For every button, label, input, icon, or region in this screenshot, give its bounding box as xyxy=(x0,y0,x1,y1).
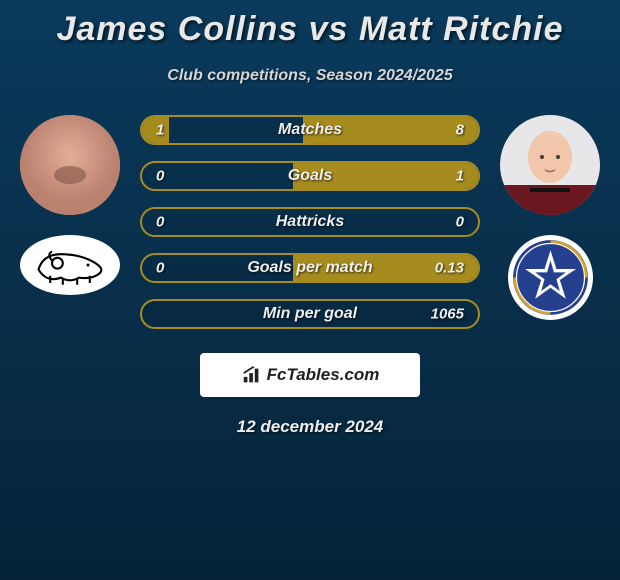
player-left-photo xyxy=(20,115,120,215)
player-left-side xyxy=(10,115,130,295)
stat-label: Goals per match xyxy=(247,259,372,277)
stats-bars: 1 Matches 8 0 Goals 1 0 Hattricks 0 0 Go… xyxy=(140,115,480,397)
player-left-photo-svg xyxy=(20,115,120,215)
club-right-logo xyxy=(508,235,593,320)
stat-value-right: 8 xyxy=(456,122,464,139)
comparison-panel: 1 Matches 8 0 Goals 1 0 Hattricks 0 0 Go… xyxy=(0,115,620,397)
stat-value-right: 0.13 xyxy=(435,260,464,277)
stat-value-left: 0 xyxy=(156,168,164,185)
brand-text: FcTables.com xyxy=(267,365,380,385)
stat-value-left: 0 xyxy=(156,260,164,277)
stat-row-min-per-goal: Min per goal 1065 xyxy=(140,299,480,329)
player-right-photo xyxy=(500,115,600,215)
stat-row-hattricks: 0 Hattricks 0 xyxy=(140,207,480,237)
stat-label: Min per goal xyxy=(263,305,357,323)
stat-label: Goals xyxy=(288,167,332,185)
stat-value-left: 1 xyxy=(156,122,164,139)
stat-value-right: 0 xyxy=(456,214,464,231)
player-right-photo-svg xyxy=(500,115,600,215)
stat-label: Matches xyxy=(278,121,342,139)
page-title: James Collins vs Matt Ritchie xyxy=(0,0,620,49)
stat-label: Hattricks xyxy=(276,213,344,231)
stat-value-left: 0 xyxy=(156,214,164,231)
subtitle: Club competitions, Season 2024/2025 xyxy=(0,67,620,85)
brand-box[interactable]: FcTables.com xyxy=(200,353,420,397)
portsmouth-icon xyxy=(508,235,593,320)
ram-icon xyxy=(25,238,115,292)
stat-row-goals: 0 Goals 1 xyxy=(140,161,480,191)
stat-value-right: 1 xyxy=(456,168,464,185)
club-left-logo xyxy=(20,235,120,295)
stat-value-right: 1065 xyxy=(431,306,464,323)
stat-row-goals-per-match: 0 Goals per match 0.13 xyxy=(140,253,480,283)
chart-icon xyxy=(241,364,263,386)
date-text: 12 december 2024 xyxy=(0,417,620,437)
player-right-side xyxy=(490,115,610,320)
stat-row-matches: 1 Matches 8 xyxy=(140,115,480,145)
